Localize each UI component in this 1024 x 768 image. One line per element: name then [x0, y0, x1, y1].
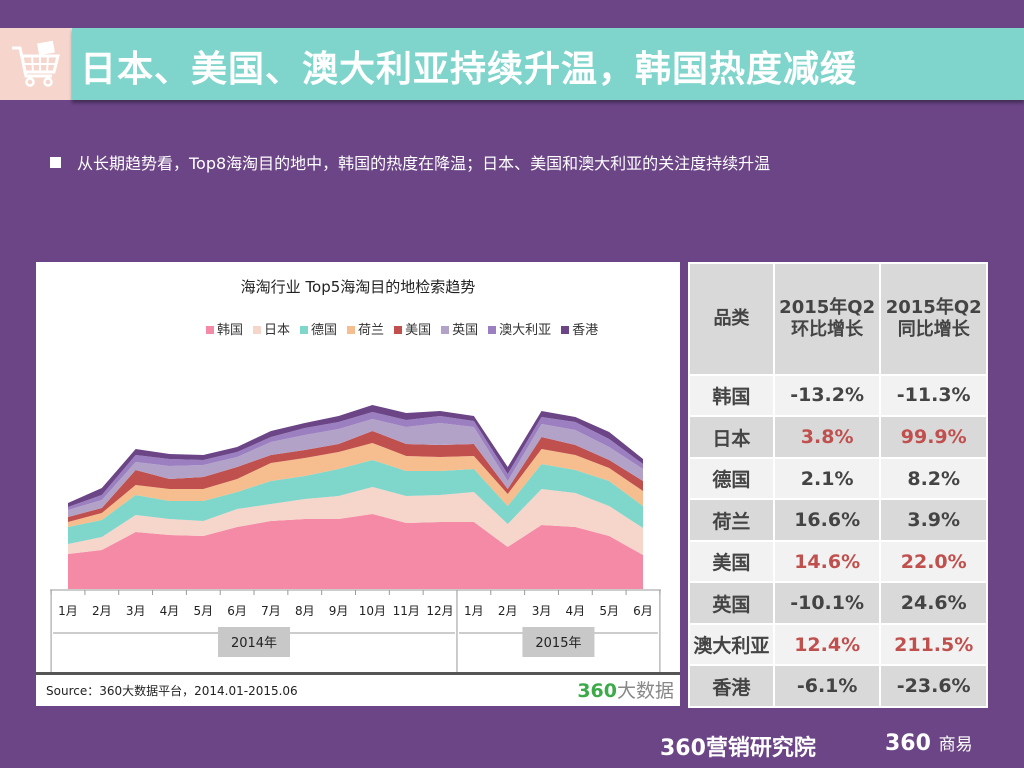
x-tick-label: 7月: [261, 604, 281, 618]
x-tick-label: 2月: [92, 604, 112, 618]
legend-item: 日本: [253, 323, 290, 338]
row-category: 澳大利亚: [688, 622, 775, 667]
row-yoy: 211.5%: [879, 622, 988, 667]
x-tick-label: 2月: [498, 604, 518, 618]
row-category: 德国: [688, 456, 775, 501]
table-row: 美国 14.6% 22.0%: [688, 539, 988, 584]
legend-item: 澳大利亚: [488, 323, 551, 338]
footer-logo-marketing: 360营销研究院: [660, 736, 816, 761]
x-tick-label: 11月: [393, 604, 420, 618]
row-qoq: -6.1%: [772, 664, 882, 708]
row-yoy: 8.2%: [879, 456, 988, 501]
legend-item: 韩国: [206, 323, 243, 338]
legend-swatch: [206, 326, 214, 334]
year-label-box: [522, 627, 595, 657]
legend-item: 荷兰: [347, 323, 384, 338]
bullet-text: 从长期趋势看，Top8海淘目的地中，韩国的热度在降温；日本、美国和澳大利亚的关注…: [77, 154, 771, 173]
footer-logo-shangyi: 360 商易: [885, 731, 973, 756]
area-series-5: [68, 419, 643, 517]
legend-swatch: [347, 326, 356, 334]
table-row: 澳大利亚 12.4% 211.5%: [688, 622, 988, 667]
area-series-0: [68, 514, 643, 589]
header-bar: 日本、美国、澳大利亚持续升温，韩国热度减缓: [72, 28, 1024, 100]
x-tick-label: 6月: [633, 604, 653, 618]
table-header-row: 品类 2015年Q2 环比增长 2015年Q2 同比增长: [688, 262, 988, 376]
stacked-area-chart: 1月 2月 3月 4月 5月 6月 7月 8月 9月 10月 11月 12月 1月 2月 3月 4月 5月 6月 2…: [50, 405, 661, 672]
x-tick-label: 10月: [359, 604, 386, 618]
year-label-box: [218, 627, 291, 657]
legend-swatch: [394, 326, 403, 334]
legend-swatch: [300, 326, 309, 334]
x-tick-label: 1月: [464, 604, 484, 618]
legend-item: 美国: [394, 323, 431, 338]
x-tick-label: 8月: [295, 604, 315, 618]
x-tick-label: 5月: [193, 604, 213, 618]
page-title: 日本、美国、澳大利亚持续升温，韩国热度减缓: [80, 49, 858, 90]
chart-legend: 韩国 日本 德国 荷兰 美国 英国 澳大利亚 香港: [206, 319, 608, 338]
header-icon-box: [0, 28, 72, 100]
area-series-7: [68, 405, 643, 507]
row-qoq: -10.1%: [772, 581, 882, 625]
360-bigdata-logo: 360大数据: [577, 680, 674, 702]
header-qoq: 2015年Q2 环比增长: [772, 262, 882, 376]
shopping-cart-icon: [12, 40, 60, 87]
bullet-square-icon: [50, 157, 61, 168]
row-category: 英国: [688, 581, 775, 625]
row-qoq: 3.8%: [772, 415, 882, 459]
x-tick-label: 3月: [532, 604, 552, 618]
growth-table: 品类 2015年Q2 环比增长 2015年Q2 同比增长 韩国 -13.2% -11.3…: [688, 262, 988, 708]
row-category: 美国: [688, 539, 775, 584]
bullet-point: 从长期趋势看，Top8海淘目的地中，韩国的热度在降温；日本、美国和澳大利亚的关注…: [50, 150, 770, 174]
area-series-6: [68, 412, 643, 510]
legend-swatch: [488, 326, 497, 334]
table-row: 日本 3.8% 99.9%: [688, 415, 988, 459]
row-yoy: 3.9%: [879, 498, 988, 542]
table-row: 香港 -6.1% -23.6%: [688, 664, 988, 708]
row-qoq: 16.6%: [772, 498, 882, 542]
x-tick-label: 3月: [126, 604, 146, 618]
legend-swatch: [253, 326, 262, 334]
area-series-1: [68, 487, 643, 555]
x-tick-label: 6月: [227, 604, 247, 618]
row-qoq: 14.6%: [772, 539, 882, 584]
row-yoy: -23.6%: [879, 664, 988, 708]
legend-swatch: [441, 326, 450, 334]
x-tick-label: 4月: [160, 604, 180, 618]
x-tick-label: 1月: [58, 604, 78, 618]
header-category: 品类: [688, 262, 775, 376]
table-row: 韩国 -13.2% -11.3%: [688, 373, 988, 418]
area-series-3: [68, 443, 643, 527]
row-category: 香港: [688, 664, 775, 708]
legend-item: 英国: [441, 323, 478, 338]
x-tick-label: 12月: [426, 604, 453, 618]
legend-item: 德国: [300, 323, 337, 338]
row-yoy: -11.3%: [879, 373, 988, 418]
header-yoy: 2015年Q2 同比增长: [879, 262, 988, 376]
x-tick-label: 5月: [599, 604, 619, 618]
year-label: 2015年: [535, 636, 581, 651]
row-category: 日本: [688, 415, 775, 459]
year-label: 2014年: [231, 636, 277, 651]
row-qoq: 2.1%: [772, 456, 882, 501]
chart-title: 海淘行业 Top5海淘目的地检索趋势: [240, 278, 476, 296]
row-category: 韩国: [688, 373, 775, 418]
source-note: Source：360大数据平台，2014.01-2015.06: [46, 684, 298, 698]
row-qoq: -13.2%: [772, 373, 882, 418]
legend-swatch: [561, 326, 570, 334]
row-yoy: 99.9%: [879, 415, 988, 459]
x-tick-label: 4月: [566, 604, 586, 618]
table-row: 德国 2.1% 8.2%: [688, 456, 988, 501]
legend-item: 香港: [561, 323, 598, 338]
chart-panel: 海淘行业 Top5海淘目的地检索趋势 韩国 日本 德国 荷兰 美国 英国 澳大利亚 香港 1月…: [36, 262, 680, 706]
x-tick-label: 9月: [329, 604, 349, 618]
table-row: 荷兰 16.6% 3.9%: [688, 498, 988, 542]
row-yoy: 22.0%: [879, 539, 988, 584]
row-qoq: 12.4%: [772, 622, 882, 667]
row-yoy: 24.6%: [879, 581, 988, 625]
area-series-2: [68, 460, 643, 544]
table-row: 英国 -10.1% 24.6%: [688, 581, 988, 625]
divider: [36, 672, 680, 675]
row-category: 荷兰: [688, 498, 775, 542]
